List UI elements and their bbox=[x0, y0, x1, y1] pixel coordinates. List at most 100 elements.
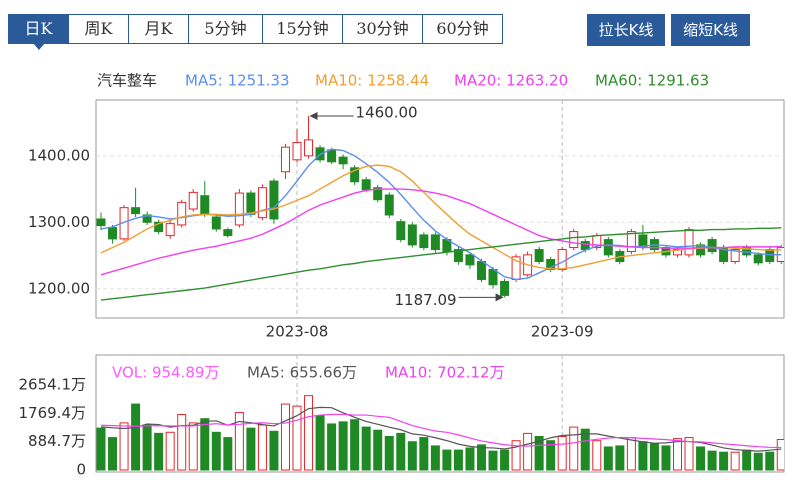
candle-body bbox=[557, 249, 567, 270]
candle-body bbox=[131, 207, 141, 215]
volume-bar bbox=[304, 395, 314, 471]
y-tick-label: 1200.00 bbox=[28, 279, 90, 297]
volume-bar bbox=[223, 437, 233, 471]
volume-bar bbox=[373, 429, 383, 471]
candle-body bbox=[569, 231, 579, 249]
legend-entry: MA60: 1291.63 bbox=[595, 72, 709, 90]
candle-body bbox=[257, 187, 267, 219]
tab[interactable]: 月K bbox=[128, 14, 189, 44]
candle-body bbox=[304, 139, 314, 157]
candle-body bbox=[96, 218, 106, 227]
candle-body bbox=[580, 241, 590, 251]
volume-bar bbox=[592, 440, 602, 471]
volume-bar bbox=[696, 446, 706, 471]
volume-ma-line bbox=[100, 413, 782, 449]
candle-body bbox=[361, 179, 371, 191]
tab[interactable]: 周K bbox=[68, 14, 129, 44]
candle-body bbox=[753, 254, 763, 264]
candle-body bbox=[165, 223, 175, 237]
volume-bar bbox=[569, 426, 579, 471]
volume-bar bbox=[580, 428, 590, 471]
volume-bar bbox=[280, 403, 290, 471]
candle-body bbox=[154, 221, 164, 233]
volume-bar bbox=[234, 411, 244, 471]
candle-body bbox=[453, 249, 463, 263]
candle-body bbox=[211, 216, 221, 230]
volume-bar bbox=[131, 403, 141, 471]
volume-bar bbox=[361, 426, 371, 471]
volume-bar bbox=[707, 450, 717, 471]
candle-body bbox=[280, 146, 290, 173]
volume-bar bbox=[534, 435, 544, 471]
y-tick-label: 2654.1万 bbox=[19, 376, 87, 394]
legend-entry: MA20: 1263.20 bbox=[454, 72, 568, 90]
candle-body bbox=[684, 229, 694, 256]
candle-body bbox=[350, 167, 360, 183]
annotation-label: 1460.00 bbox=[356, 103, 418, 121]
y-tick-label: 0 bbox=[76, 461, 86, 479]
candle-body bbox=[707, 239, 717, 253]
volume-bar bbox=[246, 427, 256, 471]
ma-line bbox=[100, 188, 782, 276]
volume-bar bbox=[546, 440, 556, 471]
tab[interactable]: 15分钟 bbox=[262, 14, 343, 44]
volume-bar bbox=[154, 432, 164, 471]
candle-body bbox=[246, 192, 256, 215]
y-tick-label: 1300.00 bbox=[28, 213, 90, 231]
y-tick-label: 1400.00 bbox=[28, 146, 90, 164]
volume-bar bbox=[603, 446, 613, 471]
candle-body bbox=[419, 234, 429, 249]
volume-bar bbox=[177, 414, 187, 471]
volume-bar bbox=[119, 422, 129, 471]
candle-body bbox=[465, 254, 475, 266]
volume-bar bbox=[673, 438, 682, 471]
ma-line bbox=[100, 227, 782, 301]
volume-bar bbox=[315, 415, 325, 471]
candle-body bbox=[234, 192, 244, 226]
volume-bar bbox=[753, 452, 763, 471]
volume-bar bbox=[719, 451, 729, 471]
legend-entry: MA10: 702.12万 bbox=[385, 364, 505, 382]
volume-bar bbox=[730, 451, 740, 471]
volume-bar bbox=[638, 441, 648, 471]
legend-entry: MA5: 655.66万 bbox=[247, 364, 357, 382]
tab[interactable]: 30分钟 bbox=[342, 14, 423, 44]
legend-entry: VOL: 954.89万 bbox=[112, 364, 219, 382]
stretch-button[interactable]: 拉长K线 bbox=[587, 14, 665, 46]
volume-bar bbox=[453, 449, 463, 471]
price-plot-frame bbox=[95, 99, 785, 319]
volume-plot-frame bbox=[95, 354, 785, 473]
candle-body bbox=[269, 180, 279, 220]
tab[interactable]: 日K bbox=[8, 14, 69, 50]
volume-bar bbox=[557, 435, 567, 471]
y-tick-label: 884.7万 bbox=[28, 432, 86, 450]
volume-bar bbox=[396, 432, 406, 471]
tab[interactable]: 60分钟 bbox=[422, 14, 503, 44]
candle-body bbox=[534, 249, 544, 263]
volume-bar bbox=[327, 423, 337, 471]
candle-body bbox=[430, 234, 440, 251]
candle-body bbox=[373, 187, 383, 201]
volume-bar bbox=[476, 444, 486, 471]
candle-body bbox=[200, 195, 210, 215]
y-tick-label: 1769.4万 bbox=[19, 404, 87, 422]
volume-bar bbox=[142, 424, 152, 471]
volume-bar bbox=[269, 430, 279, 471]
volume-bar bbox=[765, 451, 775, 471]
volume-bar bbox=[742, 449, 752, 471]
candle-body bbox=[500, 280, 510, 296]
volume-bar bbox=[511, 440, 521, 471]
volume-bar bbox=[661, 445, 671, 471]
volume-bar bbox=[500, 449, 510, 471]
candle-body bbox=[730, 249, 740, 263]
volume-bar bbox=[165, 431, 175, 471]
legend-entry: MA5: 1251.33 bbox=[185, 72, 290, 90]
shrink-button[interactable]: 缩短K线 bbox=[671, 14, 750, 46]
volume-bar bbox=[615, 445, 625, 471]
volume-bar bbox=[430, 445, 440, 471]
volume-bar bbox=[292, 405, 302, 471]
candle-body bbox=[327, 149, 337, 163]
volume-bars bbox=[96, 395, 784, 471]
volume-bar bbox=[108, 437, 118, 471]
